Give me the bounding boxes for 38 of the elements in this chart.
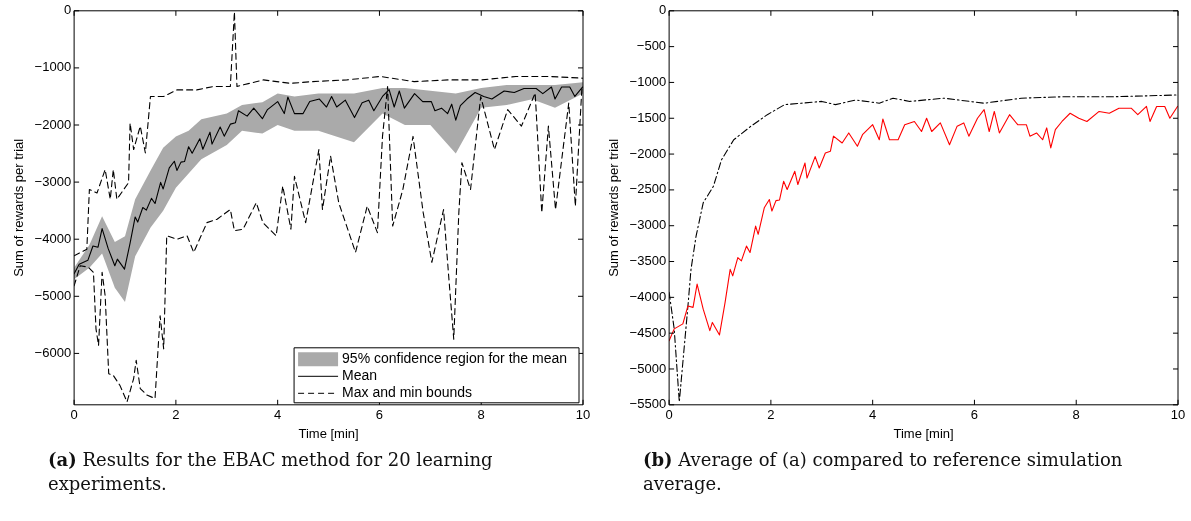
y-tick-label: −500 bbox=[636, 38, 667, 54]
y-tick-label: −2000 bbox=[629, 145, 667, 161]
y-tick-label: −4000 bbox=[629, 288, 667, 304]
x-axis-title: Time [min] bbox=[298, 425, 359, 441]
x-axis-title: Time [min] bbox=[893, 425, 954, 441]
x-tick-label: 8 bbox=[1072, 407, 1080, 423]
text: (b) Average of (a) compared to reference simulation average. bbox=[643, 448, 1124, 496]
text: (a) Results for the EBAC method for 20 learning experiments. bbox=[48, 448, 494, 496]
legend-label: Mean bbox=[342, 367, 378, 384]
y-axis-title: Sum of rewards per trial bbox=[11, 138, 27, 277]
y-tick-label: −2000 bbox=[34, 116, 72, 132]
y-tick-label: −3000 bbox=[34, 173, 72, 189]
y-tick-label: −5500 bbox=[629, 396, 667, 412]
x-tick-label: 10 bbox=[1170, 407, 1186, 423]
y-tick-label: −3500 bbox=[629, 253, 667, 269]
y-tick-label: −1000 bbox=[629, 74, 667, 90]
y-tick-label: −1500 bbox=[629, 109, 667, 125]
y-tick-label: −5000 bbox=[629, 360, 667, 376]
x-tick-label: 8 bbox=[477, 407, 485, 423]
x-tick-label: 2 bbox=[767, 407, 775, 423]
y-tick-label: −6000 bbox=[34, 344, 72, 360]
y-tick-label: 0 bbox=[63, 2, 72, 18]
y-tick-label: −4500 bbox=[629, 324, 667, 340]
y-tick-label: −2500 bbox=[629, 181, 667, 197]
y-tick-label: −1000 bbox=[34, 59, 72, 75]
y-tick-label: −3000 bbox=[629, 217, 667, 233]
x-tick-label: 10 bbox=[575, 407, 591, 423]
y-axis-title: Sum of rewards per trial bbox=[606, 138, 622, 277]
x-tick-label: 6 bbox=[970, 407, 979, 423]
x-tick-label: 4 bbox=[274, 407, 282, 423]
y-tick-label: −5000 bbox=[34, 287, 72, 303]
y-tick-label: −4000 bbox=[34, 230, 72, 246]
x-tick-label: 6 bbox=[375, 407, 384, 423]
x-tick-label: 2 bbox=[172, 407, 180, 423]
y-tick-label: 0 bbox=[658, 2, 667, 18]
legend-label: Max and min bounds bbox=[342, 384, 473, 401]
legend-label: 95% confidence region for the mean bbox=[342, 350, 568, 367]
x-tick-label: 4 bbox=[869, 407, 877, 423]
